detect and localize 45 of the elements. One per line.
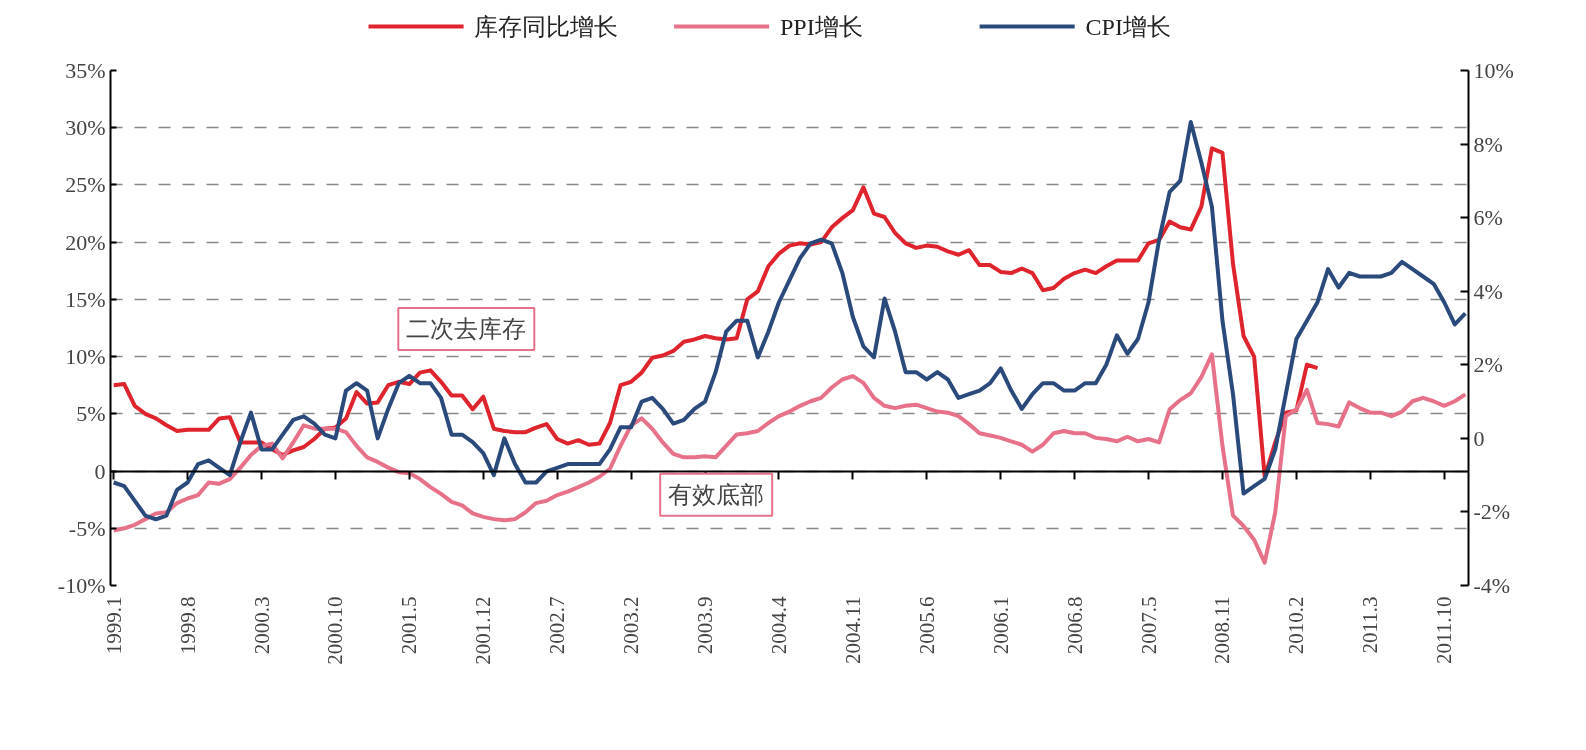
y2-tick-label: 4% bbox=[1473, 278, 1503, 304]
y-tick-label: 30% bbox=[65, 115, 106, 141]
x-tick-label: 2006.1 bbox=[988, 596, 1013, 655]
annotation: 二次去库存 bbox=[406, 316, 527, 343]
x-tick-label: 1999.1 bbox=[101, 596, 126, 655]
y-tick-label: -5% bbox=[68, 515, 106, 541]
x-tick-label: 2003.9 bbox=[693, 596, 718, 655]
x-tick-label: 2005.6 bbox=[914, 596, 939, 655]
y-tick-label: -10% bbox=[57, 573, 106, 598]
x-tick-label: 2011.3 bbox=[1358, 596, 1383, 654]
x-tick-label: 2001.5 bbox=[397, 596, 422, 655]
y-tick-label: 0 bbox=[94, 458, 106, 484]
y2-tick-label: 8% bbox=[1473, 131, 1503, 157]
x-tick-label: 2004.11 bbox=[840, 596, 865, 664]
line-series bbox=[111, 120, 1468, 522]
x-tick-label: 2006.8 bbox=[1062, 596, 1087, 655]
x-tick-label: 2002.7 bbox=[545, 596, 570, 655]
x-tick-label: 2001.12 bbox=[471, 596, 496, 665]
y2-tick-label: -4% bbox=[1473, 573, 1511, 598]
y2-tick-label: 0 bbox=[1473, 425, 1485, 451]
x-tick-label: 2008.11 bbox=[1210, 596, 1235, 664]
y2-tick-label: -2% bbox=[1473, 499, 1511, 525]
x-tick-label: 2004.4 bbox=[766, 596, 791, 655]
y2-tick-label: 6% bbox=[1473, 205, 1503, 231]
legend-label: 库存同比增长 bbox=[474, 13, 619, 40]
legend-label: CPI增长 bbox=[1085, 13, 1171, 40]
y2-tick-label: 10% bbox=[1473, 58, 1514, 83]
x-tick-label: 2000.10 bbox=[323, 596, 348, 665]
x-tick-label: 2010.2 bbox=[1284, 596, 1309, 655]
legend-label: PPI增长 bbox=[779, 13, 863, 40]
y-tick-label: 10% bbox=[65, 344, 106, 370]
x-tick-label: 2011.10 bbox=[1432, 596, 1457, 664]
y-tick-label: 5% bbox=[76, 401, 106, 427]
y-tick-label: 15% bbox=[65, 286, 106, 312]
x-tick-label: 2003.2 bbox=[619, 596, 644, 655]
line-series bbox=[111, 352, 1468, 565]
y-tick-label: 20% bbox=[65, 229, 106, 255]
x-tick-label: 1999.8 bbox=[175, 596, 200, 655]
y2-tick-label: 2% bbox=[1473, 352, 1503, 378]
line-series bbox=[111, 146, 1320, 479]
x-tick-label: 2000.3 bbox=[249, 596, 274, 655]
y-tick-label: 25% bbox=[65, 172, 106, 198]
annotation: 有效底部 bbox=[668, 481, 765, 508]
x-tick-label: 2007.5 bbox=[1136, 596, 1161, 655]
y-tick-label: 35% bbox=[65, 58, 106, 83]
